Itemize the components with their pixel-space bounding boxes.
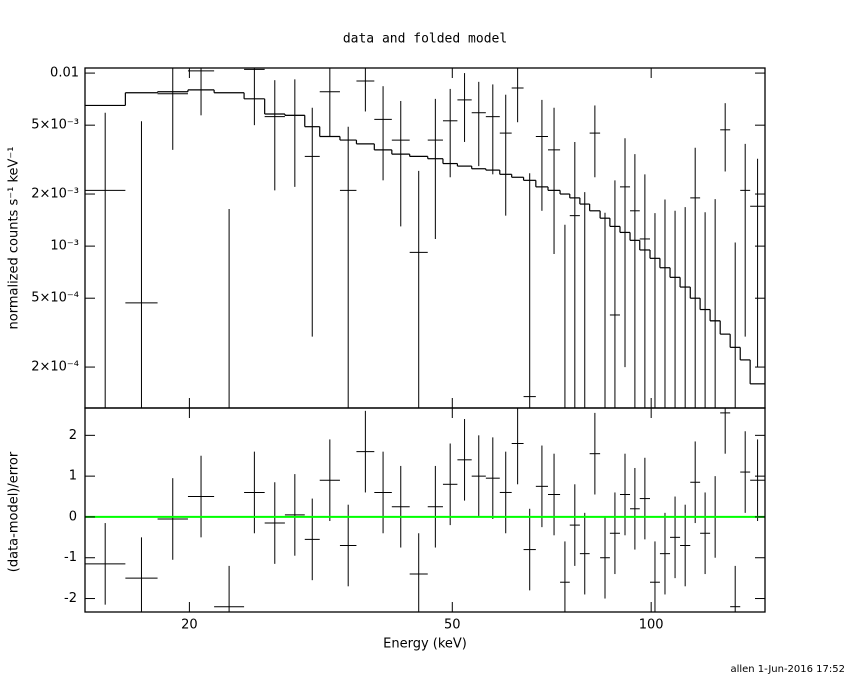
residual-y-tick-label: 1: [69, 469, 77, 484]
residual-y-tick-label: -2: [64, 591, 77, 606]
y-tick-label: 2×10⁻⁴: [31, 360, 79, 375]
bottom-frame: [84, 407, 766, 613]
residual-y-tick-label: 0: [69, 509, 77, 524]
residual-axis-label: (data-model)/error: [7, 451, 22, 572]
residual-y-tick-label: -1: [64, 550, 77, 565]
residual-y-tick-label: 2: [69, 428, 77, 443]
y-tick-label: 0.01: [50, 66, 79, 81]
x-tick-label: 20: [181, 618, 198, 633]
x-tick-label: 50: [444, 618, 461, 633]
x-axis-label: Energy (keV): [383, 637, 467, 652]
y-tick-label: 10⁻³: [50, 239, 79, 254]
chart-title: data and folded model: [343, 32, 507, 47]
spectrum-panel: [85, 68, 765, 408]
y-tick-label: 2×10⁻³: [31, 187, 79, 202]
y-tick-label: 5×10⁻⁴: [31, 291, 79, 306]
x-tick-label: 100: [639, 618, 664, 633]
y-tick-label: 5×10⁻³: [31, 118, 79, 133]
axes: 20 50 1000.015×10⁻³2×10⁻³10⁻³5×10⁻⁴2×10⁻⁴-…: [31, 66, 765, 633]
y-axis-label: normalized counts s⁻¹ keV⁻¹: [7, 147, 22, 330]
residual-panel: [85, 408, 765, 612]
top-frame: [84, 67, 766, 409]
footer: allen 1-Jun-2016 17:52: [730, 664, 845, 675]
